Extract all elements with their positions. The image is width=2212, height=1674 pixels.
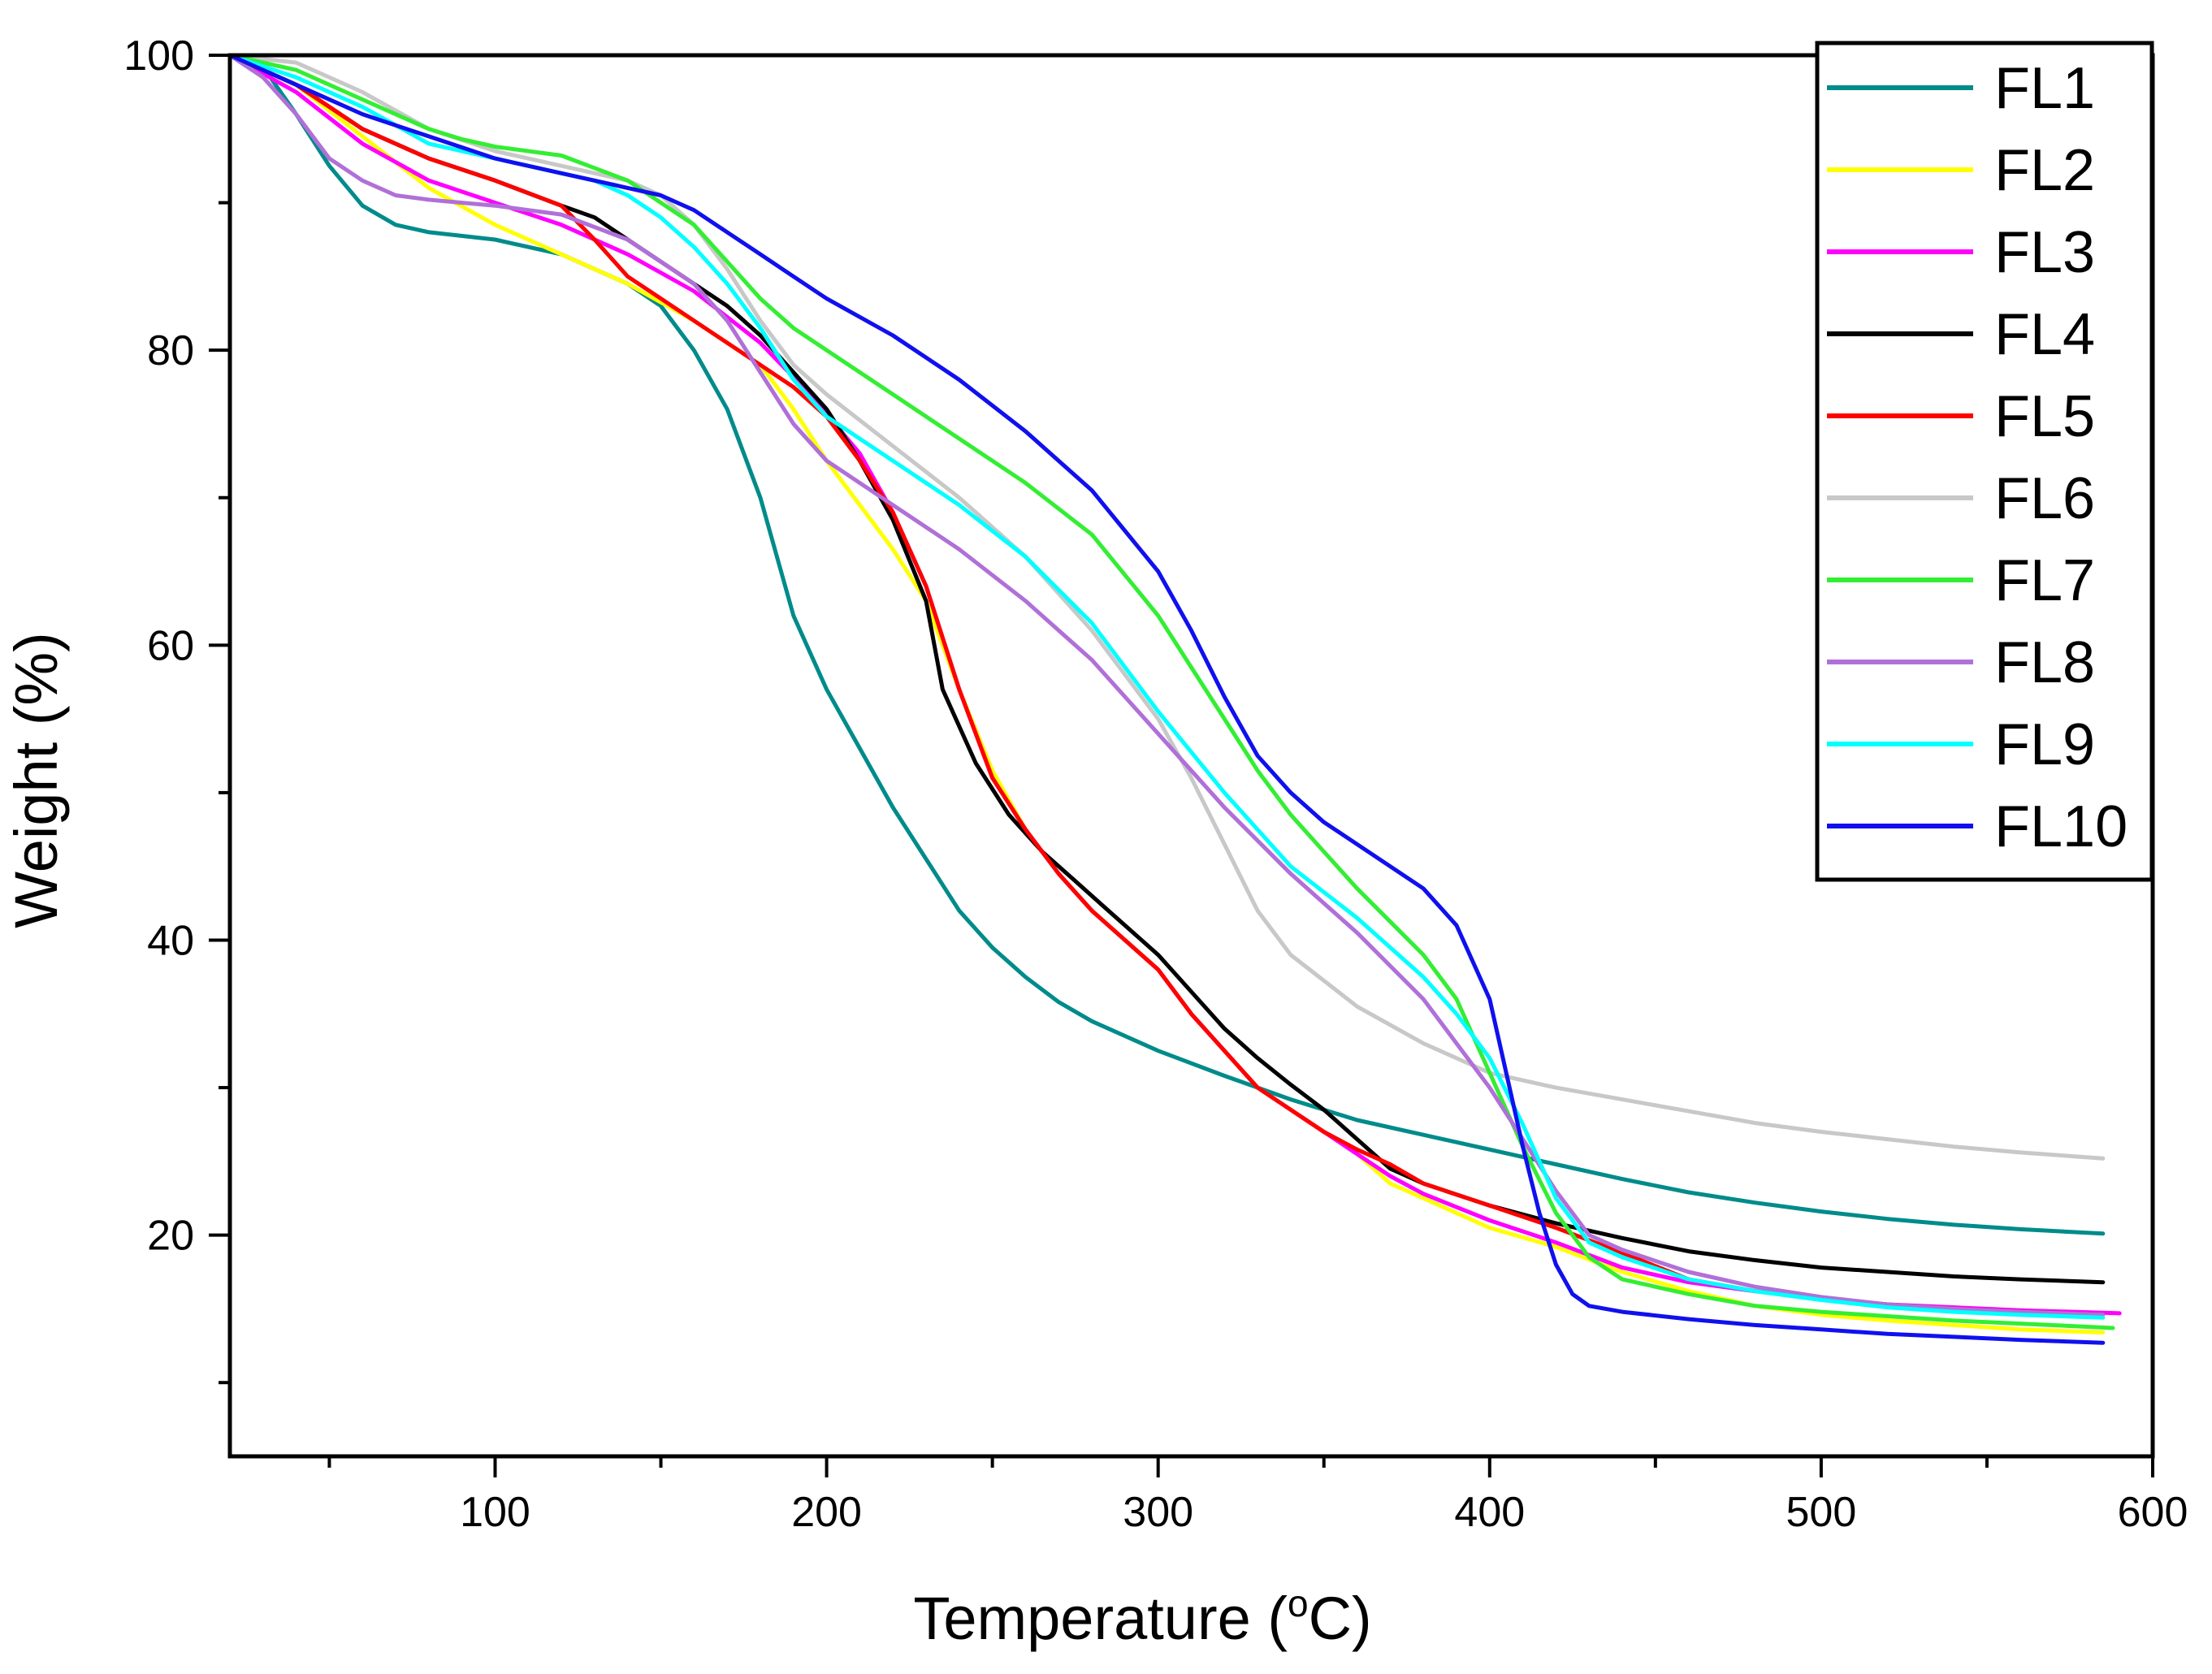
legend-label-fl5: FL5 (1994, 384, 2095, 449)
series-layer (227, 53, 2122, 1345)
legend-label-fl4: FL4 (1994, 302, 2095, 367)
legend: FL1 FL2 FL3 FL4 FL5 FL6 FL7 FL8 FL9 FL10 (1815, 41, 2154, 882)
y-tick-label: 20 (147, 1213, 194, 1260)
x-tick-label: 400 (1454, 1489, 1525, 1536)
series-line-fl1 (227, 53, 2106, 1236)
legend-label-fl8: FL8 (1994, 630, 2095, 695)
x-tick-label: 100 (460, 1489, 530, 1536)
x-tick-label: 200 (791, 1489, 862, 1536)
legend-label-fl10: FL10 (1994, 794, 2128, 859)
legend-label-fl7: FL7 (1994, 548, 2095, 613)
series-line-fl5 (227, 53, 2106, 1317)
y-tick-label: 80 (147, 327, 194, 374)
legend-label-fl2: FL2 (1994, 138, 2095, 203)
y-tick-label: 40 (147, 917, 194, 964)
y-axis-title: Weight (%) (2, 632, 70, 928)
series-line-fl6 (227, 53, 2106, 1161)
legend-box (1815, 41, 2154, 882)
x-tick-label: 500 (1786, 1489, 1857, 1536)
series-line-fl10 (227, 53, 2106, 1345)
legend-label-fl1: FL1 (1994, 56, 2095, 121)
x-axis-title: Temperature (oC) (913, 1582, 1371, 1652)
legend-label-fl6: FL6 (1994, 466, 2095, 531)
axis-titles: Temperature (oC) Weight (%) (2, 632, 1372, 1652)
series-line-fl8 (227, 53, 2106, 1317)
series-line-fl7 (227, 53, 2115, 1330)
y-tick-label: 100 (123, 32, 194, 80)
legend-label-fl9: FL9 (1994, 712, 2095, 777)
x-tick-label: 300 (1123, 1489, 1193, 1536)
y-tick-label: 60 (147, 622, 194, 669)
legend-label-fl3: FL3 (1994, 220, 2095, 285)
x-tick-label: 600 (2118, 1489, 2188, 1536)
